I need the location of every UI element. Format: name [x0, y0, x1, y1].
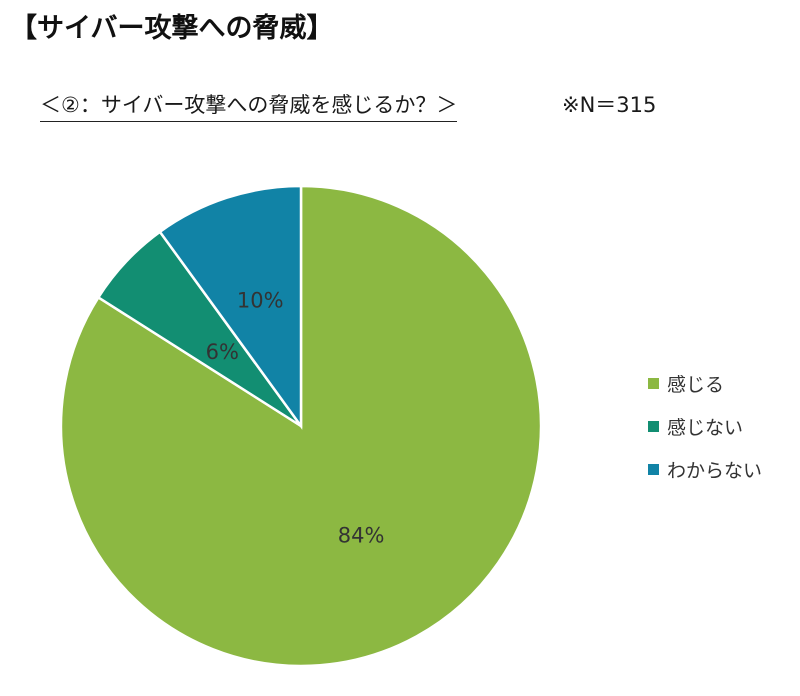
legend-swatch — [648, 378, 659, 389]
legend-item-1: 感じる — [648, 362, 762, 405]
legend-label: 感じる — [667, 374, 725, 396]
sample-size-note: ※N＝315 — [562, 93, 657, 117]
pie-slice-3 — [158, 184, 303, 430]
chart-title: ＜②：サイバー攻撃への脅威を感じるか？＞ — [40, 89, 458, 122]
legend-swatch — [648, 464, 659, 475]
legend-label: わからない — [667, 460, 763, 482]
pie-data-label-2: 6% — [206, 340, 239, 364]
pie-data-label-3: 10% — [237, 288, 284, 312]
legend-swatch — [648, 421, 659, 432]
legend-item-2: 感じない — [648, 405, 762, 448]
pie-data-label-1: 84% — [338, 523, 385, 547]
legend-item-3: わからない — [648, 448, 762, 491]
chart-legend: 感じる感じないわからない — [648, 362, 762, 491]
legend-label: 感じない — [667, 417, 744, 439]
page-title: 【サイバー攻撃への脅威】 — [10, 13, 334, 44]
